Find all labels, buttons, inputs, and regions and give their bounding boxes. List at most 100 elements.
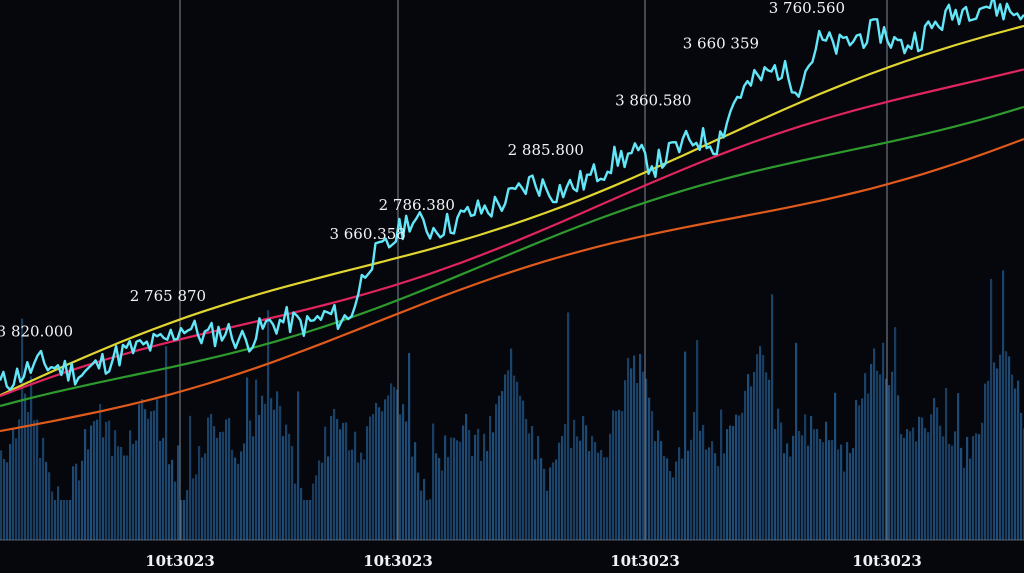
volume-bar <box>588 451 591 540</box>
volume-bar <box>492 432 495 540</box>
volume-bar <box>759 346 762 540</box>
volume-bar <box>39 457 42 540</box>
volume-bar <box>57 486 60 540</box>
price-series <box>0 0 1024 391</box>
volume-bar <box>762 355 765 540</box>
volume-bar <box>408 352 411 540</box>
volume-bar <box>567 312 570 540</box>
volume-bar <box>162 437 165 540</box>
volume-bar <box>462 425 465 540</box>
volume-bar <box>216 437 219 540</box>
volume-bar <box>813 429 816 540</box>
volume-bar <box>111 455 114 540</box>
volume-bar <box>726 429 729 540</box>
volume-bar <box>48 472 51 540</box>
price-label: 3 760.560 <box>769 0 845 17</box>
volume-bar <box>663 456 666 540</box>
volume-bar <box>978 434 981 540</box>
volume-bar <box>780 422 783 540</box>
volume-bar <box>702 424 705 540</box>
volume-bar <box>438 457 441 540</box>
volume-bar <box>375 402 378 540</box>
volume-bar <box>168 464 171 540</box>
volume-bar <box>807 445 810 540</box>
volume-bar <box>858 405 861 540</box>
volume-bar <box>177 445 180 540</box>
volume-bar <box>627 357 630 540</box>
x-axis-ticks: 10t3023 10t3023 10t3023 10t3023 <box>145 552 922 570</box>
volume-bar <box>852 448 855 540</box>
volume-bar <box>840 444 843 540</box>
volume-bar <box>306 500 309 540</box>
volume-bar <box>897 395 900 540</box>
volume-bar <box>750 386 753 540</box>
volume-bar <box>141 399 144 540</box>
volume-bar <box>327 456 330 540</box>
volume-bar <box>231 449 234 540</box>
volume-bar <box>786 443 789 540</box>
volume-bar <box>354 431 357 540</box>
volume-bar <box>234 457 237 540</box>
volume-bar <box>222 431 225 540</box>
volume-bar <box>183 500 186 540</box>
volume-bar <box>246 377 249 540</box>
volume-bar <box>714 453 717 540</box>
volume-bar <box>717 466 720 540</box>
volume-bar <box>348 450 351 540</box>
volume-bar <box>201 457 204 540</box>
volume-bar <box>651 411 654 540</box>
price-label: 3 660.358 <box>329 225 405 243</box>
volume-bar <box>507 370 510 540</box>
volume-bar <box>195 474 198 540</box>
volume-bar <box>960 447 963 540</box>
volume-bar <box>3 459 6 540</box>
volume-bar <box>909 431 912 540</box>
volume-bar <box>33 420 36 540</box>
volume-bar <box>114 430 117 540</box>
volume-bar <box>309 500 312 540</box>
volume-bar <box>582 416 585 540</box>
volume-bar <box>414 442 417 540</box>
volume-bar <box>384 399 387 540</box>
volume-bar <box>150 411 153 540</box>
volume-bar <box>639 354 642 540</box>
volume-bar <box>159 440 162 540</box>
volume-bar <box>699 430 702 540</box>
volume-bar <box>144 409 147 540</box>
volume-bar <box>900 434 903 540</box>
volume-bar <box>315 475 318 540</box>
volume-bar <box>15 438 18 540</box>
volume-bar <box>915 441 918 540</box>
volume-bar <box>366 426 369 540</box>
volume-bar <box>312 483 315 540</box>
volume-bar <box>729 425 732 540</box>
volume-bar <box>519 395 522 540</box>
volume-bar <box>621 411 624 540</box>
volume-bar <box>396 389 399 540</box>
volume-bar <box>489 415 492 540</box>
volume-bar <box>219 432 222 540</box>
volume-bar <box>210 413 213 540</box>
volume-bar <box>21 318 24 540</box>
volume-bar <box>927 432 930 540</box>
price-labels: 3 820.000 2 765 870 3 660.358 2 786.380 2 88… <box>0 0 845 340</box>
volume-bar <box>273 409 276 540</box>
volume-bar <box>879 374 882 540</box>
volume-bar <box>921 417 924 540</box>
volume-bar <box>207 417 210 540</box>
volume-bar <box>243 443 246 540</box>
volume-bar <box>1020 412 1023 540</box>
volume-bar <box>597 452 600 540</box>
volume-bar <box>741 412 744 540</box>
volume-bar <box>738 415 741 540</box>
volume-bar <box>522 400 525 540</box>
volume-bar <box>642 371 645 540</box>
volume-bar <box>90 425 93 540</box>
volume-bar <box>345 422 348 540</box>
volume-bar <box>933 398 936 540</box>
volume-bar <box>672 477 675 540</box>
volume-bar <box>831 440 834 540</box>
x-tick-label: 10t3023 <box>852 552 922 570</box>
volume-bar <box>378 407 381 540</box>
volume-bar <box>468 429 471 540</box>
